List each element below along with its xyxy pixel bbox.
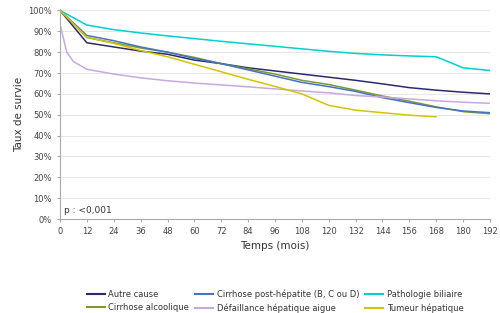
Text: p : <0,001: p : <0,001: [64, 206, 112, 214]
X-axis label: Temps (mois): Temps (mois): [240, 241, 310, 251]
Y-axis label: Taux de survie: Taux de survie: [14, 77, 24, 152]
Legend: Autre cause, Cirrhose alcoolique, Cirrhose post-hépatite (B, C ou D), Défaillanc: Autre cause, Cirrhose alcoolique, Cirrho…: [84, 286, 466, 313]
